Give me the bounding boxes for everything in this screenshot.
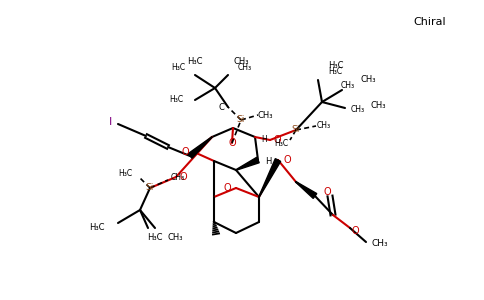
- Text: H₃C: H₃C: [90, 224, 105, 232]
- Text: CH₃: CH₃: [257, 110, 273, 119]
- Text: O: O: [179, 172, 187, 182]
- Text: H₃C: H₃C: [169, 95, 183, 104]
- Polygon shape: [188, 137, 212, 158]
- Text: CH₃: CH₃: [351, 106, 365, 115]
- Text: O: O: [351, 226, 359, 236]
- Text: H₃C: H₃C: [328, 68, 342, 76]
- Text: CH₃: CH₃: [370, 100, 386, 109]
- Text: CH₃: CH₃: [167, 233, 183, 242]
- Text: Si: Si: [292, 125, 300, 134]
- Text: H₃C: H₃C: [274, 140, 288, 148]
- Text: C: C: [218, 103, 224, 112]
- Text: CH₃: CH₃: [372, 239, 388, 248]
- Text: H₃C: H₃C: [328, 61, 344, 70]
- Text: H₃C: H₃C: [147, 233, 163, 242]
- Text: Si: Si: [237, 116, 245, 124]
- Text: Chiral: Chiral: [414, 17, 446, 27]
- Polygon shape: [296, 182, 317, 198]
- Text: CH₃: CH₃: [171, 173, 185, 182]
- Text: I: I: [109, 117, 112, 127]
- Text: CH₃: CH₃: [238, 64, 252, 73]
- Polygon shape: [259, 159, 281, 197]
- Text: H: H: [265, 158, 271, 166]
- Text: CH₃: CH₃: [233, 58, 249, 67]
- Text: O: O: [228, 138, 236, 148]
- Text: O: O: [224, 183, 231, 193]
- Text: O: O: [273, 135, 281, 145]
- Text: CH₃: CH₃: [317, 122, 331, 130]
- Text: CH₃: CH₃: [360, 76, 376, 85]
- Text: H: H: [261, 136, 267, 145]
- Text: H₃C: H₃C: [118, 169, 132, 178]
- Text: O: O: [182, 147, 189, 157]
- Polygon shape: [236, 157, 259, 170]
- Text: O: O: [283, 155, 290, 165]
- Text: O: O: [323, 187, 331, 197]
- Text: CH₃: CH₃: [341, 80, 355, 89]
- Text: H₃C: H₃C: [171, 64, 185, 73]
- Text: H₃C: H₃C: [187, 58, 203, 67]
- Text: Si: Si: [146, 184, 154, 193]
